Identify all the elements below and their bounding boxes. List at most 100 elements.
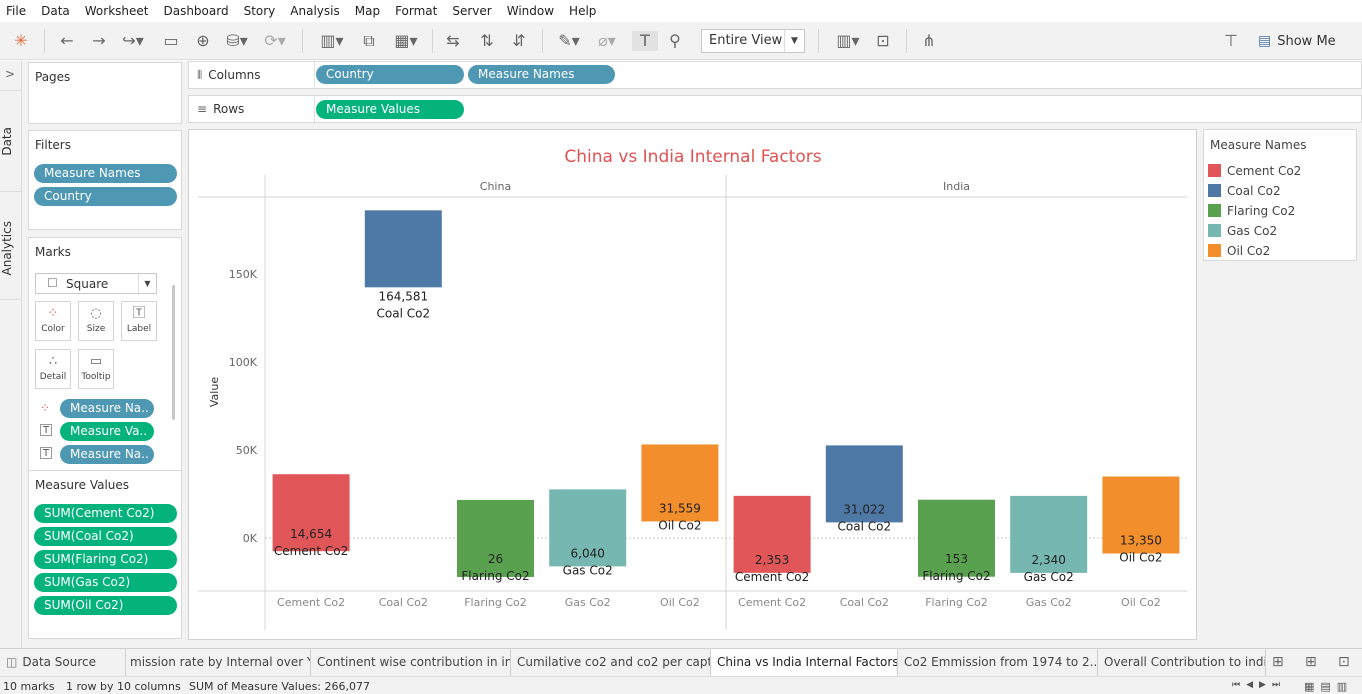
clear-sheet-icon[interactable]: ▦▾: [394, 31, 418, 50]
sort-ascending-icon[interactable]: ⇅: [480, 31, 494, 50]
columns-shelf[interactable]: ⦀ Columns Country Measure Names: [188, 61, 1362, 89]
measure-values-card[interactable]: Measure Values SUM(Cement Co2) SUM(Coal …: [28, 470, 182, 639]
filter-pill-country[interactable]: Country: [34, 187, 177, 206]
sheet-tab-3[interactable]: Cumilative co2 and co2 per capt...: [511, 649, 711, 676]
legend-item-cement[interactable]: Cement Co2: [1208, 163, 1301, 179]
measure-pill-coal[interactable]: SUM(Coal Co2): [34, 527, 177, 546]
group-icon[interactable]: ⌀▾: [598, 31, 616, 50]
swap-icon[interactable]: ⇆: [446, 31, 460, 50]
marks-tooltip-button[interactable]: ▭ Tooltip: [78, 349, 114, 389]
marks-label-button[interactable]: 🅃 Label: [121, 301, 157, 341]
legend-item-gas[interactable]: Gas Co2: [1208, 223, 1277, 239]
sort-descending-icon[interactable]: ⇵: [512, 31, 526, 50]
tableau-logo-icon[interactable]: ✳: [14, 31, 28, 50]
square-icon: ☐: [47, 276, 58, 290]
square-mark: [1010, 495, 1088, 573]
menu-worksheet[interactable]: Worksheet: [84, 4, 149, 18]
marks-field-label[interactable]: Measure Va..: [60, 422, 154, 441]
rows-icon: ≡: [197, 102, 208, 116]
mark-type-select[interactable]: ☐ Square ▼: [35, 273, 157, 294]
menu-help[interactable]: Help: [569, 4, 597, 18]
menu-format[interactable]: Format: [395, 4, 438, 18]
presentation-icon[interactable]: ⊡: [876, 31, 890, 50]
show-me-button[interactable]: ▤ Show Me: [1258, 30, 1336, 52]
pages-card[interactable]: Pages: [28, 62, 182, 124]
replay-icon[interactable]: ↪▾: [122, 31, 144, 50]
mark-name-label: Flaring Co2: [922, 569, 990, 583]
marks-size-label: Size: [86, 324, 106, 334]
marks-field-color[interactable]: Measure Na..: [60, 399, 154, 418]
chevron-right-icon[interactable]: >: [5, 67, 16, 81]
refresh-icon[interactable]: ⟳▾: [264, 31, 286, 50]
mark-name-label: Gas Co2: [563, 563, 613, 577]
chevron-down-icon[interactable]: ▼: [784, 30, 804, 52]
legend-item-coal[interactable]: Coal Co2: [1208, 183, 1281, 199]
bar-chart: China vs India Internal Factors Value 0K…: [198, 147, 1187, 630]
data-label: 153: [945, 552, 968, 566]
tab-analytics[interactable]: Analytics: [0, 221, 14, 276]
sheet-navigation-icon[interactable]: ⏮◀▶⏭: [1232, 680, 1287, 690]
filter-pill-measure-names[interactable]: Measure Names: [34, 164, 177, 183]
x-tick-label: Flaring Co2: [925, 596, 988, 609]
new-story-icon[interactable]: ⊡: [1338, 654, 1350, 670]
measure-pill-flaring[interactable]: SUM(Flaring Co2): [34, 550, 177, 569]
label-icon: T: [40, 447, 52, 459]
scrollbar[interactable]: [172, 285, 175, 420]
save-icon[interactable]: ▭: [163, 31, 179, 50]
filters-card[interactable]: Filters Measure Names Country: [28, 130, 182, 230]
divider: [314, 62, 315, 88]
y-tick-label: 0K: [243, 532, 258, 545]
sheet-tab-4[interactable]: China vs India Internal Factors: [711, 649, 898, 676]
format-painter-icon[interactable]: ⊤: [1224, 31, 1238, 50]
new-worksheet-icon[interactable]: ▥▾: [320, 31, 344, 50]
marks-color-button[interactable]: ⁘ Color: [35, 301, 71, 341]
sheet-tab-2[interactable]: Continent wise contribution in in...: [311, 649, 511, 676]
tab-data-source[interactable]: ◫ Data Source: [0, 649, 126, 676]
measure-pill-gas[interactable]: SUM(Gas Co2): [34, 573, 177, 592]
measure-pill-cement[interactable]: SUM(Cement Co2): [34, 504, 177, 523]
undo-icon[interactable]: ←: [60, 31, 74, 50]
marks-size-button[interactable]: ◌ Size: [78, 301, 114, 341]
menu-data[interactable]: Data: [41, 4, 70, 18]
new-dashboard-icon[interactable]: ⊞: [1305, 654, 1317, 670]
legend-item-oil[interactable]: Oil Co2: [1208, 243, 1270, 259]
sheet-view-icon[interactable]: ▦▤▥: [1304, 680, 1354, 693]
show-cards-icon[interactable]: ▥▾: [836, 31, 860, 50]
measure-pill-oil[interactable]: SUM(Oil Co2): [34, 596, 177, 615]
columns-pill-country[interactable]: Country: [316, 65, 464, 84]
columns-shelf-label: ⦀ Columns: [197, 68, 261, 83]
menu-file[interactable]: File: [6, 4, 27, 18]
marks-detail-button[interactable]: ∴ Detail: [35, 349, 71, 389]
chevron-down-icon[interactable]: ▼: [138, 274, 156, 293]
menu-map[interactable]: Map: [354, 4, 381, 18]
new-datasource-icon[interactable]: ⊕: [196, 31, 210, 50]
rows-shelf[interactable]: ≡ Rows Measure Values: [188, 95, 1362, 123]
duplicate-sheet-icon[interactable]: ⧉: [363, 31, 375, 50]
divider: [0, 90, 22, 91]
menu-analysis[interactable]: Analysis: [290, 4, 340, 18]
menu-server[interactable]: Server: [452, 4, 492, 18]
show-labels-icon[interactable]: T: [632, 31, 658, 51]
columns-pill-measure-names[interactable]: Measure Names: [468, 65, 615, 84]
sheet-tab-5[interactable]: Co2 Emmission from 1974 to 2...: [898, 649, 1098, 676]
new-worksheet-icon[interactable]: ⊞: [1272, 654, 1284, 670]
marks-tooltip-label: Tooltip: [81, 372, 111, 382]
legend-item-flaring[interactable]: Flaring Co2: [1208, 203, 1295, 219]
marks-field-label-2[interactable]: Measure Na..: [60, 445, 154, 464]
fit-select[interactable]: Entire View ▼: [701, 29, 805, 53]
share-icon[interactable]: ⋔: [922, 31, 936, 50]
tab-data[interactable]: Data: [0, 127, 14, 156]
menu-story[interactable]: Story: [243, 4, 276, 18]
menu-dashboard[interactable]: Dashboard: [163, 4, 229, 18]
rows-pill-measure-values[interactable]: Measure Values: [316, 100, 464, 119]
redo-icon[interactable]: →: [92, 31, 106, 50]
datasource-icon[interactable]: ⛁▾: [226, 31, 248, 50]
sheet-tab-1[interactable]: mission rate by Internal over Y...: [126, 649, 311, 676]
x-tick-label: Oil Co2: [660, 596, 700, 609]
measure-values-title: Measure Values: [35, 478, 130, 492]
sheet-tab-6[interactable]: Overall Contribution to india in: [1098, 649, 1266, 676]
color-legend[interactable]: Measure Names Cement Co2 Coal Co2 Flarin…: [1203, 129, 1357, 261]
pin-icon[interactable]: ⚲: [669, 31, 681, 50]
highlight-icon[interactable]: ✎▾: [558, 31, 580, 50]
menu-window[interactable]: Window: [506, 4, 555, 18]
